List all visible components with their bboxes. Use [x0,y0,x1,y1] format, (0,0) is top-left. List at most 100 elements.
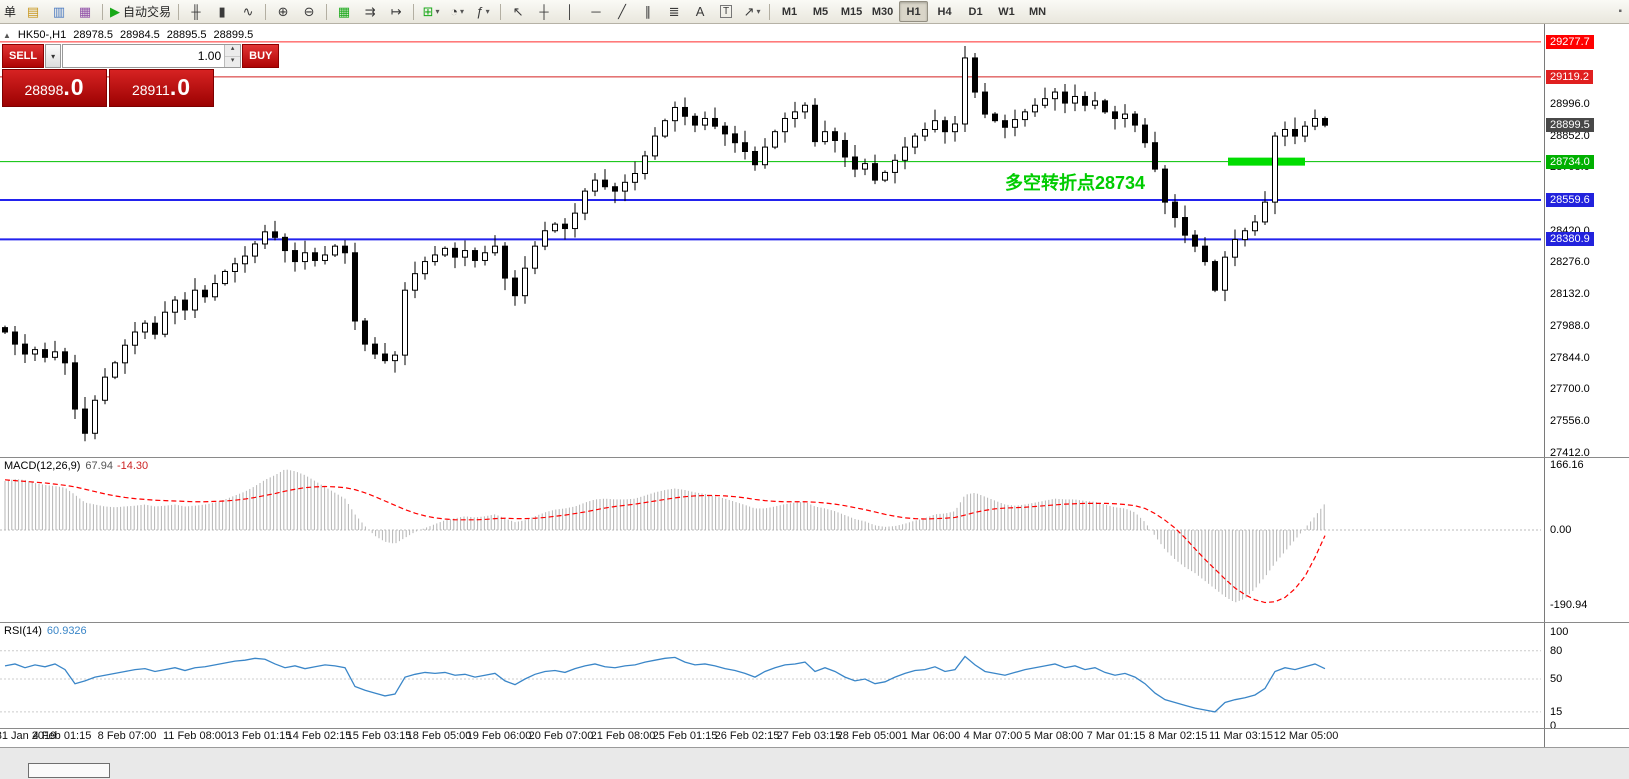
time-axis-label: 25 Feb 01:15 [652,730,718,742]
rsi-axis-label: 100 [1550,626,1569,638]
timeframe-H4[interactable]: H4 [937,5,952,18]
price-tick-label: 27556.0 [1550,414,1590,427]
toolbar-separator [500,3,502,20]
toolbar-separator [326,3,328,20]
price-badge: 28559.6 [1546,193,1594,208]
price-tick-label: 28132.0 [1550,288,1590,301]
high-value: 28984.5 [119,29,160,41]
toolbar-separator [413,3,415,20]
time-axis[interactable]: 31 Jan 2019 4 Feb 01:15 8 Feb 07:00 11 Feb … [0,730,1544,746]
trade-menu-caret-icon[interactable]: ▾ [45,44,62,68]
horizontal-scrollbar[interactable] [0,747,1629,779]
fibonacci-icon[interactable]: ≣ [668,3,680,19]
price-badge: 29277.7 [1546,34,1594,49]
time-axis-label: 15 Feb 03:15 [346,730,412,742]
crosshair-icon[interactable]: ┼ [539,4,549,19]
timeframe-D1[interactable]: D1 [968,5,983,18]
price-badge: 28734.0 [1546,154,1594,169]
price-badge: 28899.5 [1546,118,1594,133]
time-axis-label: 27 Feb 03:15 [776,730,842,742]
timeframe-toolbar: M1 M5 M15 M30 H1 H4 D1 W1 MN [774,1,1053,22]
window-menu-label[interactable]: 单 [4,5,17,19]
macd-axis-label: -190.94 [1550,598,1588,611]
zoom-out-icon[interactable]: ⊖ [303,3,315,19]
timeframe-W1[interactable]: W1 [998,5,1015,18]
price-chart-canvas[interactable] [0,0,1544,779]
chart-text-annotation[interactable]: 多空转折点28734 [1005,173,1146,193]
volume-down-icon[interactable]: ▾ [225,56,241,67]
bar-chart-icon[interactable]: ╫ [191,4,201,19]
tile-windows-icon[interactable]: ▦ [337,3,351,19]
panel-separator[interactable] [0,457,1629,458]
volume-field: ▴ ▾ [62,44,242,68]
time-axis-label: 4 Feb 01:15 [32,730,92,742]
scrollbar-thumb[interactable] [28,763,110,778]
panel-separator [0,728,1629,729]
toolbar-handle-icon[interactable]: ▪ [1618,6,1622,17]
timeframe-M5[interactable]: M5 [812,5,829,18]
volume-input[interactable] [63,45,225,67]
rsi-axis-label: 15 [1550,705,1563,718]
autotrading-button[interactable]: ▶ 自动交易 [110,3,172,20]
price-tick-label: 28996.0 [1550,97,1590,110]
timeframe-MN[interactable]: MN [1028,5,1047,18]
buy-price-button[interactable]: 28911.0 [109,69,214,107]
time-axis-label: 13 Feb 01:15 [226,730,292,742]
line-chart-icon[interactable]: ∿ [242,3,254,19]
time-axis-label: 19 Feb 06:00 [466,730,532,742]
timeframe-M1[interactable]: M1 [781,5,798,18]
auto-scroll-icon[interactable]: ⇉ [364,3,376,19]
cursor-icon[interactable]: ↖ [512,3,524,19]
time-axis-label: 20 Feb 07:00 [528,730,594,742]
text-icon[interactable]: A [695,4,705,19]
low-value: 28895.5 [166,29,207,41]
channel-icon[interactable]: ∥ [644,3,652,19]
price-tick-label: 27700.0 [1550,383,1590,396]
price-badge: 29119.2 [1546,69,1593,84]
chart-window-icon[interactable]: ▥ [52,3,66,19]
timeframe-M30[interactable]: M30 [871,5,894,18]
macd-indicator-label: MACD(12,26,9) 67.94 -14.30 [4,460,149,472]
time-axis-label: 1 Mar 06:00 [901,730,961,742]
price-axis[interactable]: 28996.028852.028708.028420.028276.028132… [1544,24,1629,747]
sell-button[interactable]: SELL [2,44,45,68]
vertical-line-icon[interactable]: │ [565,4,575,19]
time-axis-label: 5 Mar 08:00 [1024,730,1084,742]
zoom-in-icon[interactable]: ⊕ [277,3,289,19]
arrows-icon[interactable]: ↗ ▾ [743,3,761,19]
chart-shift-icon[interactable]: ↦ [390,3,402,19]
collapse-arrow-icon[interactable]: ▲ [3,30,11,40]
time-axis-label: 11 Mar 03:15 [1208,730,1274,742]
open-value: 28978.5 [73,29,113,41]
panel-separator[interactable] [0,622,1629,623]
horizontal-line-icon[interactable]: ─ [591,4,601,19]
time-axis-label: 26 Feb 02:15 [714,730,780,742]
new-order-icon[interactable]: ▤ [26,3,40,19]
volume-up-icon[interactable]: ▴ [225,45,241,57]
rsi-axis-label: 50 [1550,673,1563,685]
rsi-axis-label: 0 [1550,720,1557,732]
text-label-icon[interactable]: T [714,1,738,23]
toolbar-separator [265,3,267,20]
ohlc-info-bar: ▲ HK50-,H1 28978.5 28984.5 28895.5 28899… [3,29,253,41]
time-axis-label: 18 Feb 05:00 [406,730,472,742]
toolbar-icon-group: ▤ ▥ ▦ ▶ 自动交易 ╫ ▮ ∿ ⊕ ⊖ ▦ ⇉ ↦ ⊞ ▾ ◔ ▾ ƒ ▾ ↖ ┼ │ ─ ╱ ∥ ≣ A T ↗ ▾ [20,1,774,23]
rsi-axis-label: 80 [1550,644,1563,657]
buy-button[interactable]: BUY [242,44,280,68]
toolbar-separator [178,3,180,20]
toolbar-separator [102,3,104,20]
time-axis-label: 21 Feb 08:00 [590,730,656,742]
price-tick-label: 28276.0 [1550,256,1590,269]
indicators-icon[interactable]: ƒ ▾ [476,4,490,19]
close-value: 28899.5 [213,29,254,41]
timeframe-M15[interactable]: M15 [840,5,863,18]
period-icon[interactable]: ◔ ▾ [450,4,464,19]
market-watch-icon[interactable]: ▦ [78,3,92,19]
trendline-icon[interactable]: ╱ [618,3,626,19]
candlestick-icon[interactable]: ▮ [218,3,226,19]
timeframe-H1[interactable]: H1 [899,1,929,22]
toolbar-separator [769,3,771,20]
sell-price-button[interactable]: 28898.0 [2,69,107,107]
new-chart-button[interactable]: ⊞ ▾ [422,3,440,19]
